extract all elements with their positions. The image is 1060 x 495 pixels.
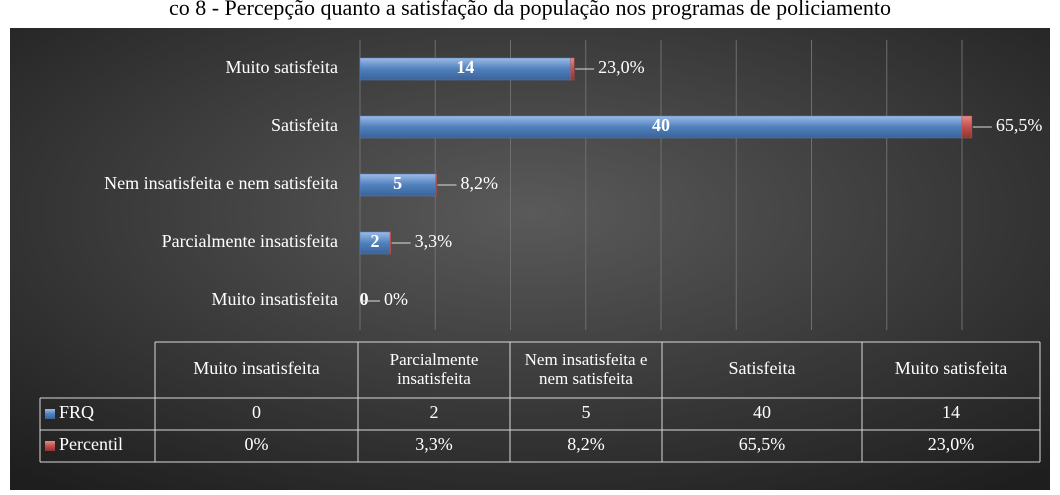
legend-label: Percentil: [59, 434, 123, 454]
data-label: 5: [393, 173, 402, 193]
bar-segment: [962, 116, 972, 138]
table-cell: 14: [942, 402, 960, 422]
data-label: 8,2%: [460, 173, 498, 193]
chart-title: co 8 - Percepção quanto a satisfação da …: [169, 0, 891, 20]
data-label: 2: [371, 231, 380, 251]
table-header: Muito insatisfeita: [193, 358, 319, 378]
data-label: 65,5%: [996, 115, 1042, 135]
table-cell: 3,3%: [415, 434, 453, 454]
data-label: 0%: [384, 289, 408, 309]
y-tick-label: Nem insatisfeita e nem satisfeita: [104, 173, 338, 193]
table-cell: 65,5%: [739, 434, 786, 454]
y-tick-label: Muito satisfeita: [226, 57, 338, 77]
data-label: 23,0%: [598, 57, 645, 77]
data-label: 0: [360, 289, 369, 309]
table-cell: 0%: [245, 434, 269, 454]
table-cell: 23,0%: [928, 434, 975, 454]
y-tick-label: Satisfeita: [271, 115, 338, 135]
table-cell: 40: [753, 402, 771, 422]
legend-label: FRQ: [59, 402, 94, 422]
y-tick-label: Muito insatisfeita: [212, 289, 338, 309]
data-label: 3,3%: [415, 231, 453, 251]
chart-background: [10, 28, 1050, 490]
table-cell: 0: [252, 402, 261, 422]
data-label: 14: [456, 57, 474, 77]
bar-segment: [571, 58, 574, 80]
y-tick-label: Parcialmente insatisfeita: [162, 231, 338, 251]
table-cell: 5: [582, 402, 591, 422]
table-cell: 8,2%: [567, 434, 605, 454]
bar-segment: [435, 174, 436, 196]
legend-key: [45, 441, 55, 451]
data-label: 40: [652, 115, 670, 135]
legend-key: [45, 409, 55, 419]
table-header: Muito satisfeita: [895, 358, 1007, 378]
table-cell: 2: [430, 402, 439, 422]
table-header: Satisfeita: [729, 358, 796, 378]
